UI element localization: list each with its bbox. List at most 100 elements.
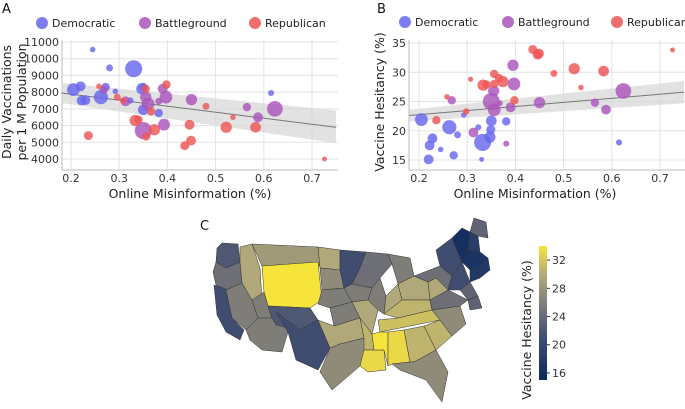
point-battleground (99, 85, 108, 94)
state-mo (351, 299, 379, 335)
point-battleground (267, 101, 283, 117)
point-battleground (601, 104, 611, 115)
point-battleground (141, 97, 155, 111)
point-democratic (475, 124, 482, 131)
colorbar-tick-label: 16 (552, 367, 566, 380)
state-wi (351, 251, 393, 289)
point-republican (467, 76, 474, 82)
point-democratic (449, 151, 458, 160)
colorbar (539, 246, 547, 380)
legend-marker-democratic (399, 16, 411, 28)
point-republican (578, 84, 584, 91)
x-tick-label: 0.2 (62, 172, 80, 185)
point-republican (322, 156, 327, 162)
points-b (415, 44, 675, 165)
y-tick-label: 35 (392, 37, 406, 50)
state-me (469, 217, 489, 239)
point-democratic (485, 115, 497, 127)
panel-c: C 16 20 24 28 32 Vaccine Hesitancy (%) (200, 217, 566, 403)
x-tick-label: 0.7 (651, 172, 669, 185)
point-republican (184, 119, 195, 130)
point-democratic (479, 156, 485, 162)
colorbar-tick-label: 20 (552, 339, 566, 352)
point-battleground (158, 118, 170, 131)
point-battleground (185, 94, 198, 106)
legend-label-democratic: Democratic (52, 17, 115, 30)
state-nd (317, 246, 341, 271)
point-democratic (423, 154, 434, 165)
panel-label-a: A (2, 2, 11, 17)
point-republican (230, 114, 236, 120)
y-tick-label: 8000 (31, 86, 59, 99)
point-battleground (503, 140, 510, 147)
point-republican (162, 80, 171, 89)
point-democratic (80, 95, 91, 106)
y-tick-label: 9000 (31, 69, 59, 82)
point-republican (534, 48, 544, 59)
x-tick-label: 0.4 (507, 172, 525, 185)
colorbar-tick-label: 32 (552, 254, 566, 267)
colorbar-tick-label: 28 (552, 282, 566, 295)
y-tick-label: 30 (392, 66, 406, 79)
colorbar-label: Vaccine Hesitancy (%) (519, 260, 534, 399)
point-democratic (125, 60, 143, 78)
x-axis-label-a: Online Misinformation (%) (109, 186, 272, 201)
point-battleground (468, 127, 479, 138)
y-axis-label-a-line1: Daily Vaccinations (0, 45, 14, 159)
point-democratic (484, 131, 496, 143)
point-battleground (242, 102, 252, 112)
point-republican (482, 80, 491, 89)
point-republican (96, 83, 102, 90)
point-battleground (533, 97, 546, 109)
point-republican (489, 79, 499, 89)
point-democratic (415, 113, 428, 127)
state-wy (261, 261, 323, 309)
colorbar-ticks: 16 20 24 28 32 (547, 254, 566, 380)
panel-label-c: C (200, 219, 209, 234)
legend-marker-democratic (36, 17, 48, 29)
point-battleground (590, 98, 600, 107)
point-republican (510, 96, 519, 105)
state-de (467, 295, 483, 311)
point-democratic (424, 140, 435, 151)
state-la (359, 349, 387, 373)
point-battleground (159, 90, 173, 104)
y-tick-label: 25 (392, 96, 406, 109)
point-battleground (253, 112, 263, 123)
x-axis-label-b: Online Misinformation (%) (454, 186, 617, 201)
confidence-band (409, 81, 685, 122)
x-tick-label: 0.7 (303, 172, 321, 185)
point-republican (250, 121, 261, 133)
point-republican (146, 107, 156, 116)
point-democratic (502, 117, 511, 126)
point-democratic (89, 46, 96, 53)
point-republican (186, 135, 196, 146)
point-democratic (454, 131, 462, 139)
point-battleground (497, 100, 503, 107)
x-tick-label: 0.6 (603, 172, 621, 185)
y-tick-label: 7000 (31, 103, 59, 116)
state-nm (275, 311, 331, 371)
y-axis-label-a-line2: per 1 M Population (14, 43, 29, 160)
point-republican (670, 47, 675, 53)
point-republican (180, 141, 190, 151)
point-republican (113, 93, 121, 101)
point-democratic (437, 146, 444, 153)
legend-label-battleground: Battleground (518, 16, 590, 29)
trend-line (409, 91, 685, 117)
colorbar-tick-label: 24 (552, 311, 566, 324)
point-democratic (615, 139, 623, 146)
point-republican (220, 121, 232, 133)
point-democratic (106, 64, 114, 72)
point-republican (141, 84, 150, 94)
x-tick-label: 0.3 (110, 172, 128, 185)
point-republican (134, 115, 143, 124)
y-tick-label: 20 (392, 125, 406, 138)
y-tick-label: 11000 (24, 36, 59, 49)
point-battleground (505, 102, 516, 113)
confidence-band-b (409, 81, 685, 122)
panel-a: A Democratic Battleground Republican 0.2 0.… (0, 2, 338, 201)
point-republican (148, 124, 161, 136)
legend-marker-republican (611, 16, 623, 28)
y-tick-label: 5000 (31, 136, 59, 149)
